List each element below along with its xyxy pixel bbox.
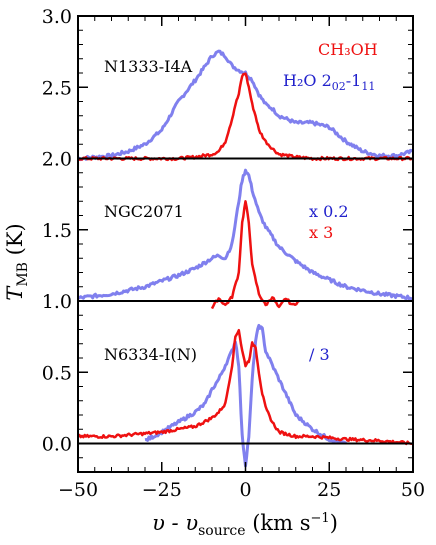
x-axis-label-close: ) bbox=[330, 511, 338, 535]
x-tick-label: 0 bbox=[239, 479, 251, 501]
x-axis-label: υ - υsource (km s−1) bbox=[152, 511, 338, 539]
legend-h2o-dash: -1 bbox=[346, 71, 362, 90]
legend-h2o-sub1: 02 bbox=[332, 80, 346, 93]
x-tick-label: 25 bbox=[317, 479, 341, 501]
baselines bbox=[78, 157, 413, 445]
x-axis-label-unit: (km s bbox=[246, 511, 311, 535]
y-axis-label: TMB (K) bbox=[3, 223, 31, 300]
y-tick-label: 0.0 bbox=[42, 434, 72, 456]
y-tick-label: 0.5 bbox=[42, 362, 72, 384]
panel-2-source-label: NGC2071 bbox=[104, 202, 184, 221]
panel-3-source-label: N6334-I(N) bbox=[104, 345, 197, 364]
panel-3-h2o-scale-note: / 3 bbox=[309, 345, 330, 364]
panel-3-h2o-spectrum bbox=[144, 323, 347, 468]
y-tick-label: 3.0 bbox=[42, 6, 72, 28]
y-tick-label: 2.0 bbox=[42, 149, 72, 171]
legend-h2o-base: H₂O 2 bbox=[283, 71, 332, 90]
y-tick-label: 2.5 bbox=[42, 77, 72, 99]
tick-labels: −50 −25 0 25 50 0.0 0.5 1.0 1.5 2.0 2.5 3.0 bbox=[42, 6, 425, 501]
plot-lines bbox=[77, 49, 414, 468]
x-axis-label-sub: source bbox=[198, 523, 245, 539]
panel-1-source-label: N1333-I4A bbox=[104, 57, 193, 76]
panel-2-h2o-spectrum bbox=[77, 168, 414, 301]
panel-2-ch3oh-spectrum bbox=[210, 200, 300, 310]
panel-3-ch3oh-spectrum bbox=[77, 328, 414, 446]
legend-h2o-sub2: 11 bbox=[361, 80, 375, 93]
x-tick-label: −50 bbox=[58, 479, 98, 501]
axis-ticks bbox=[77, 15, 414, 472]
x-axis-label-exp: −1 bbox=[311, 511, 330, 526]
y-axis-label-sub: MB bbox=[15, 262, 31, 287]
x-tick-label: −25 bbox=[142, 479, 182, 501]
y-axis-label-symbol: T bbox=[3, 285, 27, 301]
panel-2-ch3oh-scale-note: x 3 bbox=[309, 223, 333, 242]
x-tick-label: 50 bbox=[401, 479, 425, 501]
x-axis-label-main: υ - υ bbox=[152, 511, 198, 535]
y-tick-label: 1.0 bbox=[42, 291, 72, 313]
legend-h2o: H₂O 202-111 bbox=[283, 71, 375, 93]
panel-2-h2o-scale-note: x 0.2 bbox=[309, 202, 349, 221]
legend-ch3oh: CH₃OH bbox=[318, 40, 378, 59]
y-tick-label: 1.5 bbox=[42, 220, 72, 242]
y-axis-label-unit: (K) bbox=[3, 223, 27, 262]
